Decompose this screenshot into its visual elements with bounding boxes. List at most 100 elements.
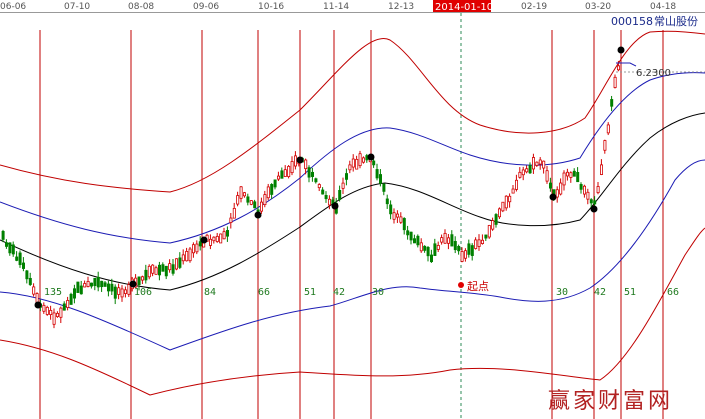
- candle-body: [59, 307, 63, 318]
- turning-points: [34, 46, 625, 309]
- candle-body: [113, 286, 117, 299]
- candle-body: [392, 212, 396, 220]
- candle-body: [494, 214, 498, 225]
- candle-body: [171, 264, 175, 274]
- candle-body: [42, 304, 46, 312]
- candle-body: [1, 230, 5, 240]
- candle-body: [293, 155, 297, 167]
- candle-body: [137, 276, 141, 286]
- cycle-label: 30: [372, 287, 384, 298]
- candle-body: [406, 230, 410, 236]
- candle-body: [304, 159, 308, 170]
- candle-body: [52, 312, 56, 325]
- candle-body: [378, 174, 382, 184]
- candle-body: [168, 263, 172, 271]
- cycle-label: 30: [556, 287, 568, 298]
- candle-body: [419, 242, 423, 252]
- candle-body: [355, 158, 359, 170]
- candle-body: [229, 217, 233, 223]
- candle-body: [307, 167, 311, 178]
- candle-body: [610, 99, 614, 107]
- date-tick: 02-19: [521, 2, 547, 12]
- origin-dot: [458, 282, 464, 288]
- candle-body: [270, 184, 274, 195]
- candle-body: [593, 200, 597, 205]
- candle-body: [253, 201, 257, 209]
- candle-body: [586, 191, 590, 200]
- candle-body: [185, 251, 189, 262]
- candle-body: [164, 265, 168, 277]
- candle-body: [402, 218, 406, 231]
- watermark: 赢家财富网: [548, 389, 673, 414]
- date-tick: 06-06: [0, 2, 26, 12]
- candle-body: [361, 157, 365, 163]
- candle-body: [32, 286, 36, 295]
- cycle-label: 42: [333, 287, 345, 298]
- candle-body: [528, 165, 532, 174]
- lower-inner-band: [0, 159, 705, 351]
- candle-body: [579, 184, 583, 190]
- turning-point-dot: [590, 205, 598, 213]
- candle-body: [314, 178, 318, 183]
- candle-body: [35, 293, 39, 303]
- candle-body: [161, 264, 165, 272]
- candle-body: [321, 189, 325, 195]
- cycle-label: 51: [624, 287, 636, 298]
- cycle-label: 66: [667, 287, 679, 298]
- candle-body: [18, 252, 22, 265]
- candle-body: [45, 306, 49, 315]
- candle-body: [358, 153, 362, 167]
- candle-body: [487, 225, 491, 238]
- candle-body: [110, 283, 114, 292]
- turning-point-dot: [296, 156, 304, 164]
- candle-body: [572, 170, 576, 177]
- candle-body: [198, 241, 202, 247]
- cycle-label: 106: [134, 287, 152, 298]
- candle-body: [28, 277, 32, 285]
- stock-code: 000158: [611, 15, 653, 28]
- candle-body: [467, 243, 471, 255]
- candle-body: [290, 161, 294, 174]
- candle-body: [263, 194, 267, 206]
- turning-point-dot: [254, 211, 262, 219]
- candle-body: [446, 237, 450, 244]
- candle-body: [324, 195, 328, 200]
- candle-body: [501, 201, 505, 212]
- candle-body: [249, 200, 253, 205]
- candle-body: [477, 239, 481, 247]
- candle-body: [11, 244, 15, 255]
- candle-body: [532, 157, 536, 170]
- candle-body: [151, 264, 155, 274]
- candle-body: [515, 179, 519, 190]
- candle-body: [66, 300, 70, 308]
- candle-body: [542, 160, 546, 169]
- candle-body: [215, 235, 219, 242]
- candle-body: [338, 190, 342, 200]
- candle-body: [62, 303, 66, 311]
- candle-body: [395, 213, 399, 218]
- candle-body: [232, 207, 236, 219]
- candle-body: [351, 158, 355, 168]
- upper-inner-band: [0, 72, 705, 244]
- candle-body: [174, 258, 178, 270]
- candle-body: [457, 245, 461, 252]
- candle-body: [76, 281, 80, 293]
- price-pointer: [616, 62, 637, 67]
- candle-body: [236, 195, 240, 205]
- candle-body: [69, 293, 73, 305]
- candle-body: [79, 285, 83, 295]
- candle-body: [100, 280, 104, 288]
- candle-body: [225, 230, 229, 237]
- candle-body: [154, 267, 158, 275]
- candle-body: [96, 276, 100, 288]
- candle-body: [504, 195, 508, 209]
- candle-body: [93, 277, 97, 287]
- candle-body: [348, 164, 352, 171]
- candle-body: [436, 245, 440, 250]
- envelope-bands: [0, 30, 705, 396]
- candle-body: [120, 288, 124, 298]
- candle-body: [144, 269, 148, 281]
- candle-body: [521, 169, 525, 176]
- candle-body: [453, 241, 457, 251]
